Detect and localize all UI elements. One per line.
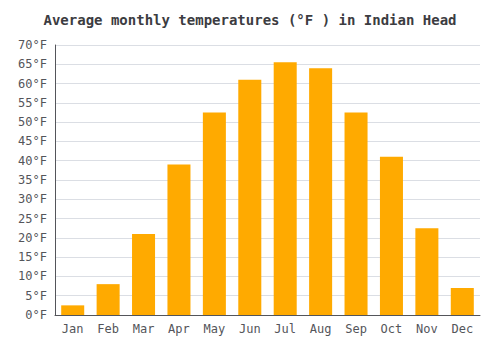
- svg-text:Jan: Jan: [62, 322, 84, 336]
- svg-text:30°F: 30°F: [18, 192, 47, 206]
- svg-text:Jul: Jul: [274, 322, 296, 336]
- svg-text:Oct: Oct: [381, 322, 403, 336]
- svg-text:20°F: 20°F: [18, 231, 47, 245]
- svg-text:Aug: Aug: [310, 322, 332, 336]
- svg-text:15°F: 15°F: [18, 250, 47, 264]
- svg-text:40°F: 40°F: [18, 154, 47, 168]
- svg-text:5°F: 5°F: [25, 289, 47, 303]
- svg-text:60°F: 60°F: [18, 77, 47, 91]
- svg-text:10°F: 10°F: [18, 269, 47, 283]
- svg-text:May: May: [204, 322, 226, 336]
- svg-text:65°F: 65°F: [18, 57, 47, 71]
- svg-text:Sep: Sep: [345, 322, 367, 336]
- svg-text:Apr: Apr: [168, 322, 190, 336]
- svg-text:Mar: Mar: [133, 322, 155, 336]
- svg-text:Average monthly temperatures (: Average monthly temperatures (°F ) in In…: [43, 12, 456, 28]
- svg-text:Feb: Feb: [97, 322, 119, 336]
- svg-text:25°F: 25°F: [18, 212, 47, 226]
- svg-text:Nov: Nov: [416, 322, 438, 336]
- svg-text:Dec: Dec: [451, 322, 473, 336]
- svg-text:50°F: 50°F: [18, 115, 47, 129]
- svg-text:55°F: 55°F: [18, 96, 47, 110]
- svg-text:45°F: 45°F: [18, 134, 47, 148]
- svg-text:Jun: Jun: [239, 322, 261, 336]
- svg-text:0°F: 0°F: [25, 308, 47, 322]
- svg-text:35°F: 35°F: [18, 173, 47, 187]
- svg-text:70°F: 70°F: [18, 38, 47, 52]
